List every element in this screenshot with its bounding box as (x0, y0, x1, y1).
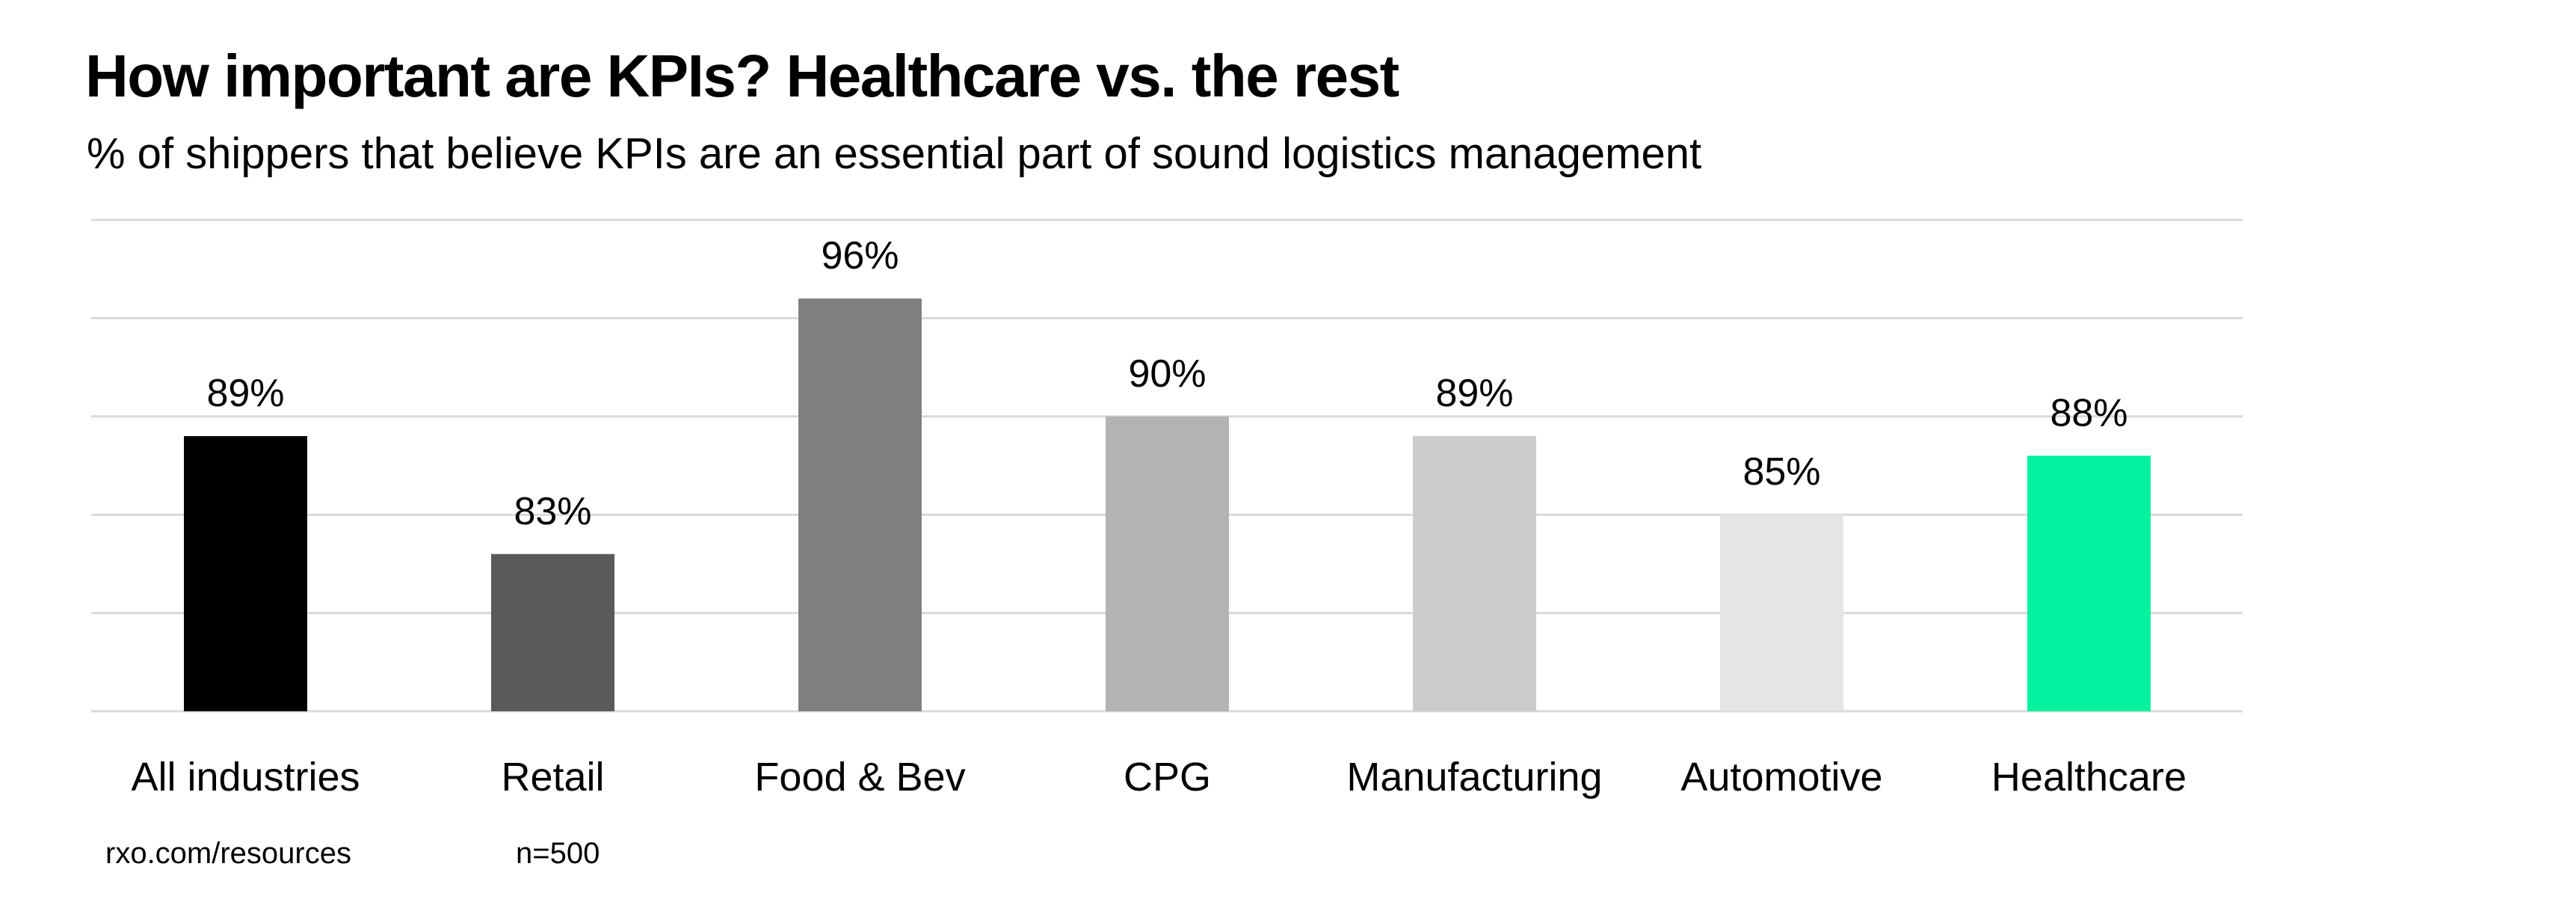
value-label-automotive: 85% (1743, 450, 1820, 494)
category-label-automotive: Automotive (1680, 755, 1882, 800)
chart-subtitle: % of shippers that believe KPIs are an e… (87, 129, 1702, 178)
bar-retail (491, 553, 614, 711)
bars (184, 298, 2151, 711)
category-label-cpg: CPG (1124, 755, 1211, 800)
category-label-manufacturing: Manufacturing (1346, 755, 1602, 800)
value-label-retail: 83% (514, 490, 591, 533)
value-label-cpg: 90% (1128, 352, 1206, 396)
bar-food-bev (798, 298, 922, 711)
bar-all-industries (184, 436, 307, 711)
value-label-manufacturing: 89% (1435, 372, 1513, 415)
value-label-all-industries: 89% (206, 372, 284, 415)
category-label-all-industries: All industries (131, 755, 360, 800)
value-label-healthcare: 88% (2050, 391, 2127, 435)
category-label-retail: Retail (501, 755, 604, 800)
sample-size-note: n=500 (516, 837, 600, 870)
category-labels: All industries Retail Food & Bev CPG Manufac… (131, 755, 2187, 800)
value-label-food-bev: 96% (821, 234, 899, 277)
category-label-healthcare: Healthcare (1991, 755, 2187, 800)
bar-cpg (1106, 416, 1229, 711)
source-note: rxo.com/resources (105, 837, 351, 870)
value-labels: 89% 83% 96% 90% 89% 85% 88% (206, 234, 2127, 533)
bar-healthcare (2027, 455, 2151, 711)
bar-manufacturing (1413, 436, 1536, 711)
category-label-food-bev: Food & Bev (754, 755, 965, 800)
chart-title: How important are KPIs? Healthcare vs. t… (85, 43, 1399, 109)
bar-automotive (1720, 515, 1843, 711)
